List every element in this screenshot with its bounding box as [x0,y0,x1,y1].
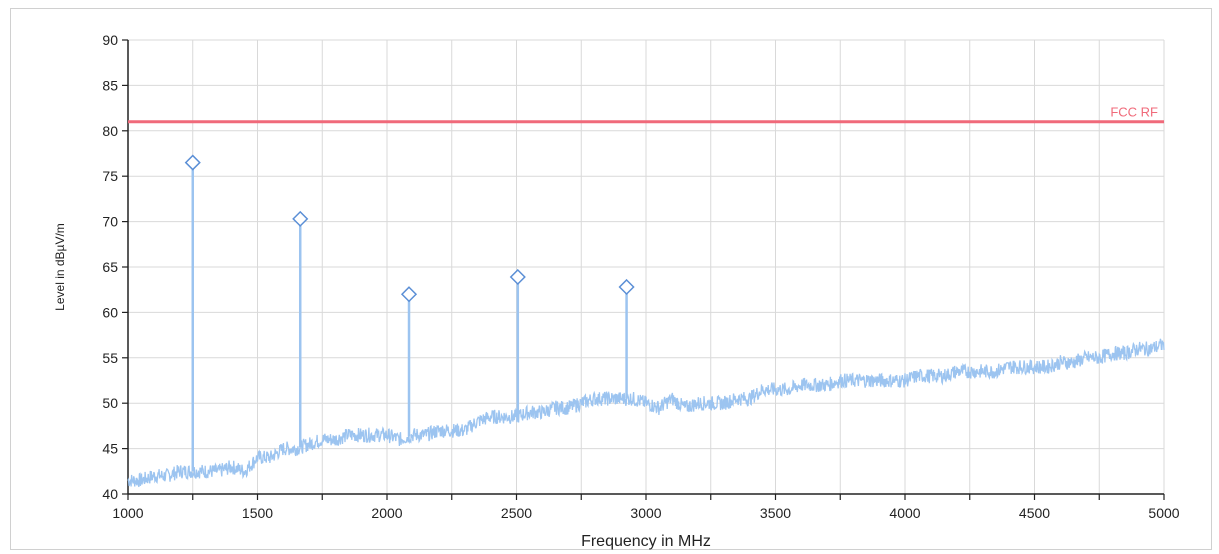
y-tick-label: 70 [102,214,118,230]
y-tick-label: 75 [102,168,118,184]
peak-layer [184,154,635,472]
y-tick-label: 45 [102,441,118,457]
y-tick-label: 90 [102,32,118,48]
chart-frame [10,8,1212,550]
limit-line-label: FCC RF [1110,105,1158,120]
grid [127,39,1165,495]
x-tick-label: 2500 [501,505,532,521]
peak-marker [509,268,526,286]
y-tick-label: 65 [102,259,118,275]
y-tick-label: 50 [102,395,118,411]
peak-marker [184,154,201,171]
y-tick-label: 55 [102,350,118,366]
x-axis-title: Frequency in MHz [581,533,711,550]
y-tick-label: 80 [102,123,118,139]
peak-marker [618,278,635,296]
x-tick-label: 5000 [1148,505,1179,521]
y-tick-label: 85 [102,77,118,93]
y-axis-title: Level in dBµV/m [53,223,67,311]
y-tick-label: 60 [102,304,118,320]
peak-marker [400,286,418,303]
ticks: 1000 1500 2000 2500 3000 3500 4000 4500 5000 40 45… [102,32,1179,521]
x-tick-label: 4500 [1019,505,1050,521]
x-tick-label: 2000 [371,505,402,521]
peak-marker [292,210,309,227]
x-tick-label: 3500 [760,505,791,521]
x-tick-label: 1000 [112,505,143,521]
x-tick-label: 3000 [630,505,661,521]
y-tick-label: 40 [102,486,118,502]
x-tick-label: 1500 [242,505,273,521]
x-tick-label: 4000 [889,505,920,521]
